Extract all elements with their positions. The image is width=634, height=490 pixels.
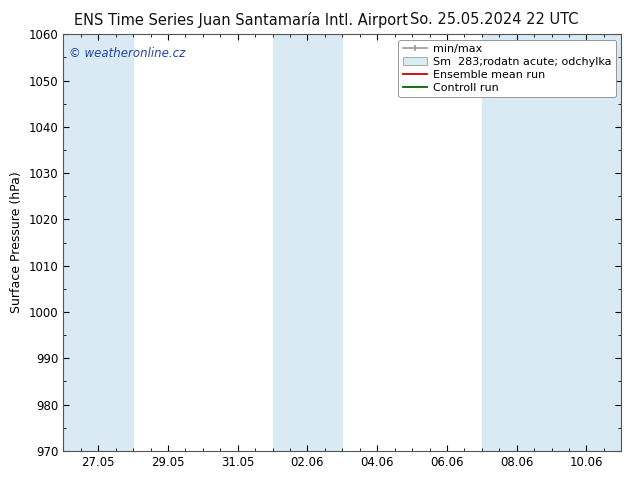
Text: © weatheronline.cz: © weatheronline.cz	[69, 47, 185, 60]
Bar	[63, 34, 133, 451]
Text: So. 25.05.2024 22 UTC: So. 25.05.2024 22 UTC	[410, 12, 579, 27]
Text: ENS Time Series Juan Santamaría Intl. Airport: ENS Time Series Juan Santamaría Intl. Ai…	[74, 12, 408, 28]
Bar	[273, 34, 342, 451]
Bar	[482, 34, 621, 451]
Y-axis label: Surface Pressure (hPa): Surface Pressure (hPa)	[10, 172, 23, 314]
Legend: min/max, Sm  283;rodatn acute; odchylka, Ensemble mean run, Controll run: min/max, Sm 283;rodatn acute; odchylka, …	[398, 40, 616, 97]
